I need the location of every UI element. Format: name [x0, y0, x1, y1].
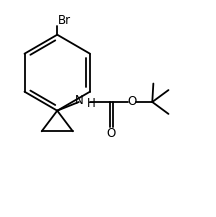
Text: Br: Br	[58, 14, 71, 27]
Text: O: O	[107, 127, 116, 140]
Text: O: O	[127, 95, 136, 108]
Text: N: N	[74, 94, 83, 107]
Text: H: H	[86, 97, 95, 110]
